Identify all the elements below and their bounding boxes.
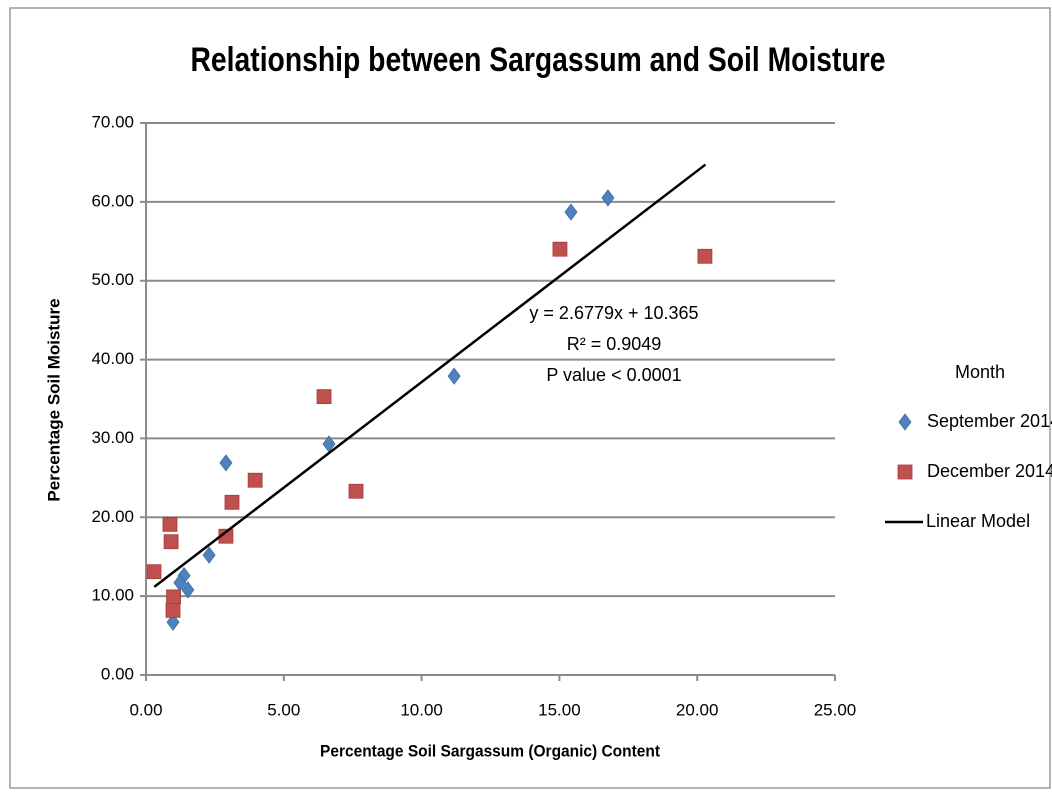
y-tick-label: 60.00 bbox=[91, 191, 134, 210]
point bbox=[146, 564, 162, 580]
point bbox=[166, 589, 181, 605]
chart-title: Relationship between Sargassum and Soil … bbox=[191, 41, 886, 79]
annotation: R² = 0.9049 bbox=[567, 334, 662, 354]
legend-label: September 2014 bbox=[927, 411, 1052, 431]
y-tick-label: 40.00 bbox=[91, 349, 134, 368]
point bbox=[564, 203, 578, 221]
point bbox=[697, 248, 713, 264]
point bbox=[163, 534, 179, 550]
annotation: P value < 0.0001 bbox=[546, 365, 681, 385]
legend-marker bbox=[897, 464, 913, 480]
x-tick-label: 20.00 bbox=[676, 700, 719, 719]
point bbox=[348, 483, 364, 499]
legend-label: December 2014 bbox=[927, 461, 1052, 481]
point bbox=[447, 367, 461, 385]
x-tick-label: 25.00 bbox=[814, 700, 857, 719]
legend-title: Month bbox=[955, 362, 1005, 382]
y-tick-label: 50.00 bbox=[91, 270, 134, 289]
annotation: y = 2.6779x + 10.365 bbox=[529, 303, 698, 323]
x-tick-label: 0.00 bbox=[129, 700, 162, 719]
point bbox=[219, 454, 233, 472]
point bbox=[202, 546, 216, 564]
point bbox=[552, 241, 568, 257]
point bbox=[181, 581, 195, 599]
y-tick-label: 0.00 bbox=[101, 664, 134, 683]
point bbox=[165, 602, 181, 618]
trend-line bbox=[153, 163, 707, 588]
point bbox=[316, 389, 332, 405]
legend-label: Linear Model bbox=[926, 511, 1030, 531]
x-axis-label: Percentage Soil Sargassum (Organic) Cont… bbox=[320, 741, 660, 760]
chart-border bbox=[9, 7, 1051, 789]
x-tick-label: 10.00 bbox=[400, 700, 443, 719]
y-tick-label: 20.00 bbox=[91, 507, 134, 526]
x-tick-label: 5.00 bbox=[267, 700, 300, 719]
y-tick-label: 70.00 bbox=[91, 112, 134, 131]
y-tick-label: 10.00 bbox=[91, 586, 134, 605]
y-axis-label: Percentage Soil Moisture bbox=[44, 298, 63, 501]
point bbox=[162, 516, 178, 532]
point bbox=[224, 494, 240, 510]
x-tick-label: 15.00 bbox=[538, 700, 581, 719]
y-tick-label: 30.00 bbox=[91, 428, 134, 447]
point bbox=[247, 472, 263, 488]
point bbox=[601, 189, 615, 207]
point bbox=[166, 613, 180, 631]
legend-marker bbox=[898, 413, 912, 431]
